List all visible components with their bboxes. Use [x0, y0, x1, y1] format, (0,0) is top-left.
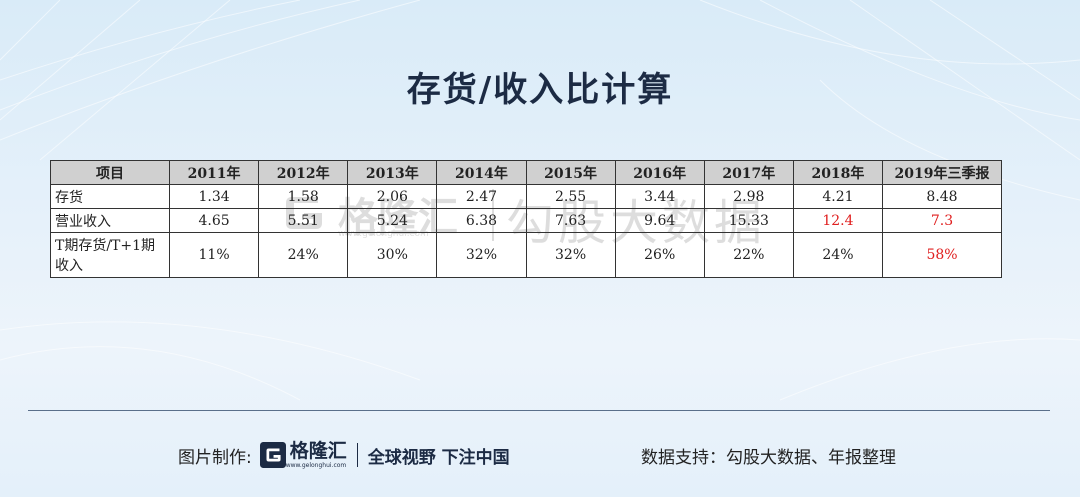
table-cell: 22%	[703, 232, 794, 278]
table-row: T期存货/T+1期收入 11% 24% 30% 32% 32% 26% 22% …	[50, 232, 1002, 278]
table-header-row: 项目 2011年 2012年 2013年 2014年 2015年 2016年 2…	[50, 160, 1002, 185]
table-cell: 32%	[525, 232, 616, 278]
watermark-brand: 格隆汇	[338, 195, 458, 241]
made-by-label: 图片制作:	[178, 447, 252, 468]
table-cell: 4.65	[168, 208, 260, 233]
row-label: T期存货/T+1期收入	[50, 232, 170, 278]
footer-credit: 图片制作: 格隆汇 www.gelonghui.com 全球视野 下注中国	[178, 440, 510, 470]
table-cell-highlight: 12.4	[792, 208, 884, 233]
header-cell: 2017年	[703, 160, 794, 185]
header-cell: 2015年	[525, 160, 616, 185]
table-cell: 4.21	[792, 184, 884, 209]
table-cell: 8.48	[882, 184, 1002, 209]
table-cell: 6.38	[436, 208, 527, 233]
footer-brand-url: www.gelonghui.com	[285, 461, 347, 469]
watermark: 格隆汇 www.gelonghui.com 勾股大数据	[280, 183, 840, 251]
table-cell: 30%	[347, 232, 438, 278]
header-cell: 项目	[50, 160, 170, 185]
header-cell: 2011年	[168, 160, 260, 185]
table-cell: 9.64	[614, 208, 705, 233]
header-cell: 2012年	[258, 160, 349, 185]
header-cell: 2019年三季报	[882, 160, 1002, 185]
footer-data-source: 数据支持：勾股大数据、年报整理	[641, 447, 896, 468]
table-cell-highlight: 7.3	[882, 208, 1002, 233]
row-label: 营业收入	[50, 208, 170, 233]
table-cell: 24%	[792, 232, 884, 278]
header-cell: 2018年	[792, 160, 884, 185]
gelonghui-logo-icon	[286, 197, 322, 229]
table-cell: 26%	[614, 232, 705, 278]
table-row: 营业收入 4.65 5.51 5.24 6.38 7.63 9.64 15.33…	[50, 208, 1002, 233]
footer-slogan: 全球视野 下注中国	[367, 447, 510, 468]
inventory-revenue-table: 项目 2011年 2012年 2013年 2014年 2015年 2016年 2…	[50, 160, 1002, 278]
table-cell: 2.98	[703, 184, 794, 209]
table-cell: 5.51	[258, 208, 349, 233]
page-title: 存货/收入比计算	[406, 70, 674, 110]
footer-logo: 格隆汇 www.gelonghui.com	[259, 439, 347, 469]
table-cell: 15.33	[703, 208, 794, 233]
watermark-text: 勾股大数据	[506, 195, 767, 251]
gelonghui-logo-icon	[259, 442, 286, 468]
header-cell: 2016年	[614, 160, 705, 185]
row-label: 存货	[50, 184, 170, 209]
footer-separator	[356, 443, 358, 467]
footer-brand: 格隆汇	[289, 439, 347, 462]
table-cell: 11%	[168, 232, 260, 278]
watermark-separator	[492, 189, 494, 241]
header-cell: 2013年	[347, 160, 438, 185]
table-cell-highlight: 58%	[882, 232, 1002, 278]
watermark-url: www.gelonghui.com	[338, 229, 429, 239]
table-cell: 1.34	[168, 184, 260, 209]
table-cell: 24%	[258, 232, 349, 278]
footer-divider	[28, 410, 1050, 411]
header-cell: 2014年	[436, 160, 527, 185]
